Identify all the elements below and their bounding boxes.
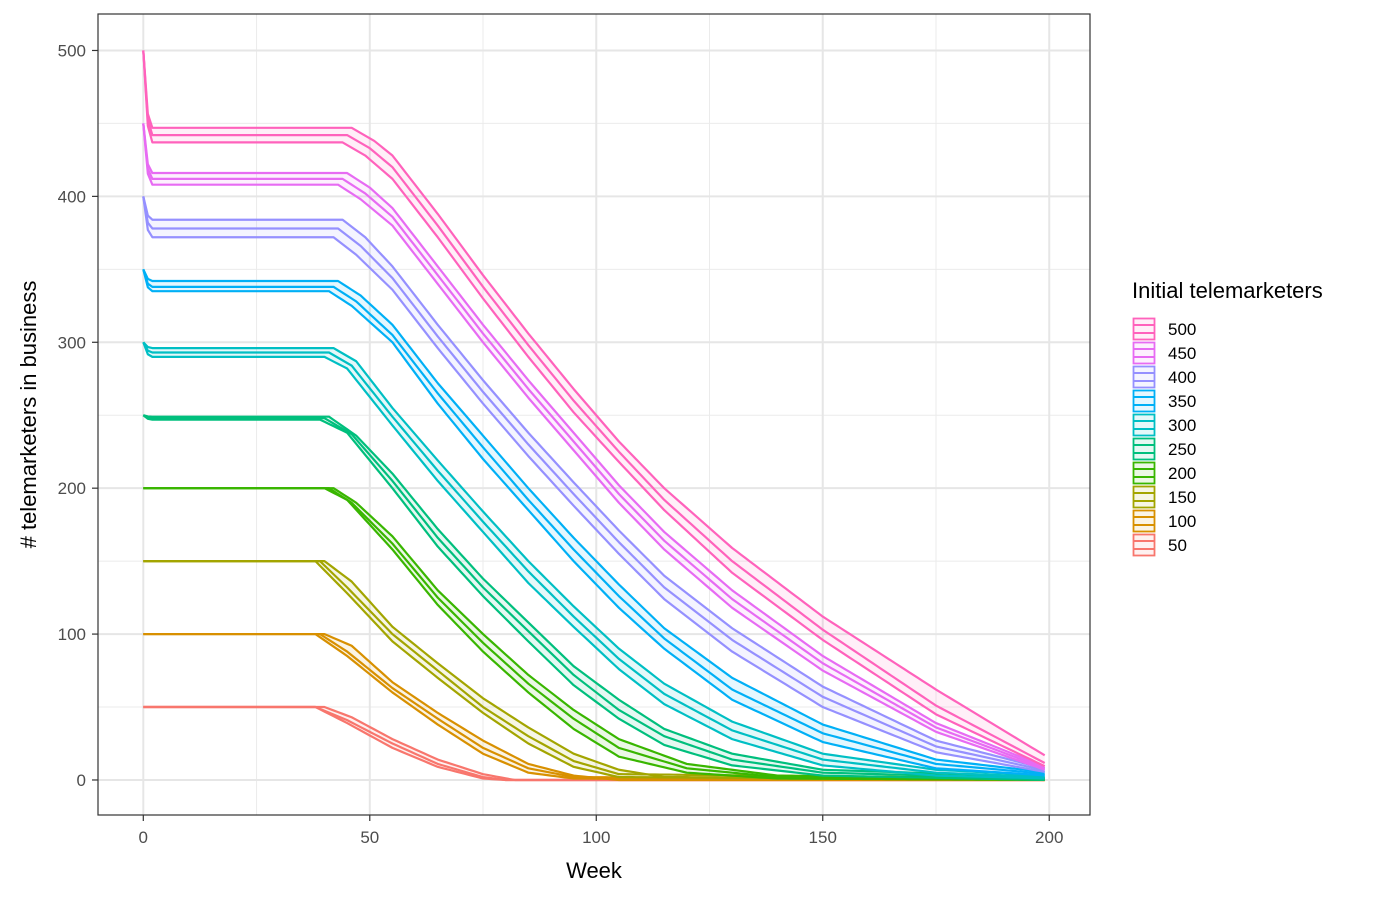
- legend-item-450: 450: [1132, 341, 1196, 365]
- series-line-500-2: [142, 50, 1046, 757]
- series-line-350-1: [142, 268, 1045, 775]
- y-tick-label: 0: [77, 771, 86, 790]
- y-axis-title: # telemarketers in business: [16, 281, 41, 549]
- legend-label-450: 450: [1168, 344, 1196, 363]
- legend-label-150: 150: [1168, 488, 1196, 507]
- legend-label-200: 200: [1168, 464, 1196, 483]
- legend-items: 500 450 400 350 300 250 200 150 100 50: [1132, 317, 1196, 557]
- y-tick-label: 400: [58, 187, 86, 206]
- legend-key-50: [1132, 533, 1156, 557]
- legend-item-350: 350: [1132, 389, 1196, 413]
- series-line-500-1: [142, 50, 1046, 764]
- x-tick-label: 100: [582, 828, 610, 847]
- legend-key-450: [1132, 341, 1156, 365]
- x-axis-title: Week: [566, 858, 623, 883]
- x-tick-labels: 0 50 100 150 200: [139, 828, 1064, 847]
- series-line-350-0: [142, 269, 1045, 777]
- legend-key-100: [1132, 509, 1156, 533]
- series-line-300-1: [142, 341, 1045, 778]
- series-line-400-0: [142, 196, 1045, 773]
- series-line-500-0: [142, 50, 1046, 768]
- legend-label-100: 100: [1168, 512, 1196, 531]
- legend-key-350: [1132, 389, 1156, 413]
- legend-label-350: 350: [1168, 392, 1196, 411]
- y-tick-labels: 0 100 200 300 400 500: [58, 41, 86, 790]
- series-line-300-0: [142, 341, 1045, 780]
- legend-item-100: 100: [1132, 509, 1196, 533]
- y-tick-label: 100: [58, 625, 86, 644]
- legend-key-300: [1132, 413, 1156, 437]
- legend-key-500: [1132, 317, 1156, 341]
- legend-item-50: 50: [1132, 533, 1187, 557]
- legend-item-400: 400: [1132, 365, 1196, 389]
- series-line-400-2: [142, 196, 1045, 770]
- series-line-450-0: [142, 123, 1046, 771]
- y-tick-label: 200: [58, 479, 86, 498]
- panel-border: [97, 13, 1091, 816]
- legend-label-250: 250: [1168, 440, 1196, 459]
- series-ribbon-100: [143, 634, 1045, 780]
- legend-label-300: 300: [1168, 416, 1196, 435]
- x-tick-label: 50: [360, 828, 379, 847]
- series-line-450-1: [142, 123, 1046, 770]
- legend-key-200: [1132, 461, 1156, 485]
- legend: Initial telemarketers 500 450 400 350 300 250…: [1132, 278, 1323, 557]
- legend-title: Initial telemarketers: [1132, 278, 1323, 303]
- series-line-400-1: [142, 196, 1045, 772]
- series-line-350-2: [142, 268, 1045, 774]
- legend-item-250: 250: [1132, 437, 1196, 461]
- legend-label-50: 50: [1168, 536, 1187, 555]
- legend-item-150: 150: [1132, 485, 1196, 509]
- grid-minor: [98, 14, 1090, 815]
- legend-label-500: 500: [1168, 320, 1196, 339]
- x-tick-label: 200: [1035, 828, 1063, 847]
- series-lines: [142, 50, 1046, 782]
- legend-key-150: [1132, 485, 1156, 509]
- legend-item-500: 500: [1132, 317, 1196, 341]
- series-line-250-1: [142, 414, 1045, 780]
- legend-key-250: [1132, 437, 1156, 461]
- legend-key-400: [1132, 365, 1156, 389]
- y-tick-label: 300: [58, 333, 86, 352]
- legend-label-400: 400: [1168, 368, 1196, 387]
- x-tick-label: 150: [809, 828, 837, 847]
- y-tick-label: 500: [58, 41, 86, 60]
- axis-ticks: [92, 49, 1050, 821]
- series-line-300-2: [142, 341, 1045, 777]
- series-line-250-0: [142, 414, 1045, 781]
- series-line-450-2: [142, 123, 1046, 768]
- legend-item-300: 300: [1132, 413, 1196, 437]
- legend-item-200: 200: [1132, 461, 1196, 485]
- x-tick-label: 0: [139, 828, 148, 847]
